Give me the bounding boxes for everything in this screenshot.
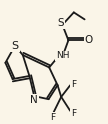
- Text: F: F: [50, 112, 55, 122]
- Text: O: O: [85, 35, 93, 45]
- Text: N: N: [30, 95, 38, 105]
- Text: F: F: [71, 80, 76, 89]
- Text: NH: NH: [56, 51, 69, 60]
- Text: F: F: [71, 109, 76, 118]
- Text: S: S: [57, 18, 64, 28]
- Text: S: S: [11, 41, 19, 51]
